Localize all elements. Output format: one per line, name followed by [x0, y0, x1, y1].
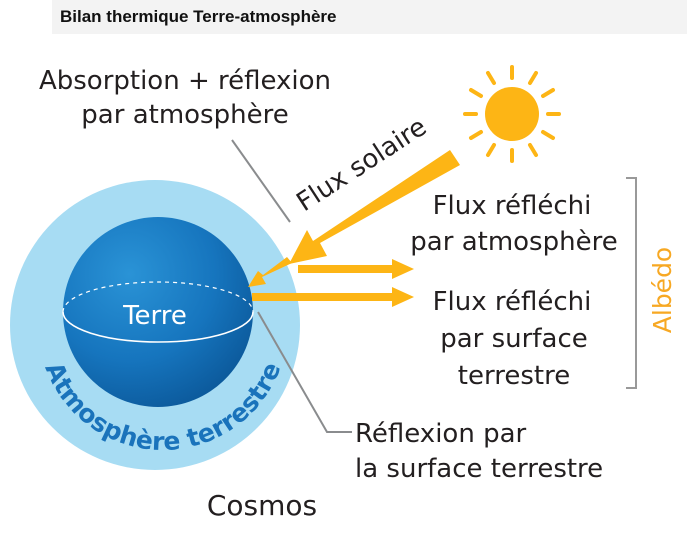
- solar-flux-label: Flux solaire: [291, 112, 432, 218]
- absorption-label-line2: par atmosphère: [81, 100, 288, 130]
- absorption-label-line1: Absorption + réflexion: [39, 66, 331, 96]
- absorption-pointer-line: [231, 139, 291, 223]
- reflected-atmosphere-label-line1: Flux réfléchi: [433, 191, 592, 221]
- reflected-surface-label-line3: terrestre: [458, 361, 570, 391]
- absorbed-flux-arrow: [248, 257, 292, 287]
- cosmos-label: Cosmos: [207, 489, 317, 522]
- sun-icon: [463, 65, 561, 163]
- reflected-surface-label-line1: Flux réfléchi: [433, 287, 592, 317]
- earth-globe: [63, 217, 253, 407]
- equator-back: [62, 281, 254, 313]
- reflected-atmosphere-label-line2: par atmosphère: [410, 227, 617, 257]
- equator-front: [62, 311, 254, 343]
- page-title: Bilan thermique Terre-atmosphère: [60, 7, 337, 26]
- albedo-label: Albédo: [648, 247, 677, 333]
- solar-flux-arrow: [289, 150, 460, 264]
- reflected-surface-arrow: [252, 287, 414, 307]
- title-bar: [52, 0, 687, 34]
- earth-label: Terre: [122, 301, 187, 331]
- reflected-atmosphere-arrow: [298, 259, 414, 279]
- surface-reflection-pointer-line: [257, 311, 352, 433]
- albedo-bracket: [626, 177, 637, 389]
- surface-reflection-label-line1: Réflexion par: [355, 419, 527, 449]
- surface-reflection-label-line2: la surface terrestre: [355, 454, 603, 484]
- reflected-surface-label-line2: par surface: [440, 324, 587, 354]
